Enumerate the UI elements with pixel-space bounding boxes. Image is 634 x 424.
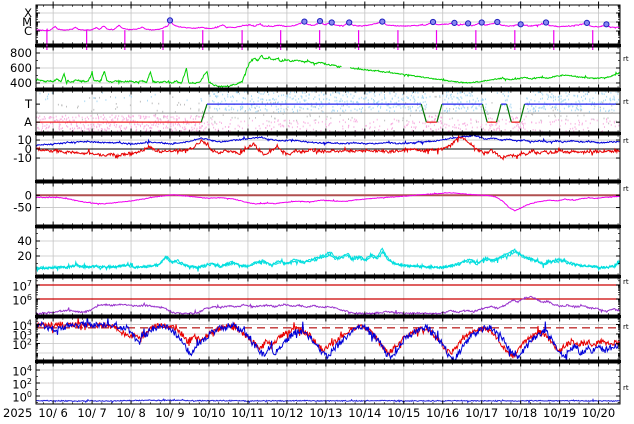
y-axis-label: 20 xyxy=(17,249,32,263)
panel-goes-xray-flux xyxy=(36,5,620,44)
data-trace xyxy=(36,191,620,212)
flare-event-marker xyxy=(494,18,501,26)
y-axis-label: 107 xyxy=(12,279,32,294)
panel-separator xyxy=(35,225,621,228)
x-axis-date-label: 10/18 xyxy=(504,406,537,420)
flare-event-marker xyxy=(328,19,335,26)
rt-annotation: rt xyxy=(623,278,629,286)
y-axis-label: M xyxy=(22,15,32,29)
panel-imf-bt-bz xyxy=(36,135,620,180)
data-trace xyxy=(36,135,620,161)
x-axis-date-label: 10/ 6 xyxy=(38,406,67,420)
x-axis-date-label: 10/19 xyxy=(543,406,576,420)
flare-event-marker xyxy=(603,21,610,28)
x-axis-date-label: 10/16 xyxy=(426,406,459,420)
panel-background-flux xyxy=(36,363,620,404)
flare-event-marker xyxy=(517,21,524,28)
panel-energetic-protons xyxy=(36,278,620,315)
flare-event-marker xyxy=(429,18,437,26)
y-axis-label: 600 xyxy=(10,61,32,75)
x-axis-date-label: 10/ 7 xyxy=(77,406,106,420)
flare-event-marker xyxy=(542,19,550,26)
flare-event-marker xyxy=(316,18,324,25)
flare-event-marker xyxy=(166,17,174,24)
x-axis-date-label: 10/14 xyxy=(348,406,381,420)
y-axis-label: C xyxy=(24,24,32,38)
y-axis-label: 10 xyxy=(17,133,32,147)
panel-separator xyxy=(35,275,621,278)
x-axis-date-label: 10/12 xyxy=(270,406,303,420)
y-axis-label: 103 xyxy=(12,328,32,343)
y-axis-label: 106 xyxy=(12,293,32,308)
y-axis-label: 400 xyxy=(10,76,32,90)
panel-separator xyxy=(35,180,621,183)
flare-event-marker xyxy=(465,20,472,27)
panel-proton-density xyxy=(36,228,620,275)
panel-energetic-electrons xyxy=(36,318,620,360)
rt-annotation: rt xyxy=(623,137,629,145)
data-trace xyxy=(36,135,620,147)
x-axis-date-label: 10/11 xyxy=(231,406,264,420)
y-axis-label: T xyxy=(24,97,33,111)
rt-annotation: rt xyxy=(623,55,629,63)
data-trace xyxy=(36,318,620,360)
y-axis-label: -10 xyxy=(13,151,32,165)
flare-event-marker xyxy=(346,19,353,26)
y-axis-label: 104 xyxy=(12,364,32,379)
data-trace xyxy=(350,66,620,84)
data-trace xyxy=(36,54,342,88)
panel-separator xyxy=(35,315,621,318)
rt-annotation: rt xyxy=(623,323,629,331)
y-axis-label: 100 xyxy=(12,390,32,405)
rt-annotation: rt xyxy=(623,185,629,193)
x-axis-date-label: 10/ 8 xyxy=(116,406,145,420)
y-axis-label: 102 xyxy=(12,338,32,353)
y-axis-label: 102 xyxy=(12,377,32,392)
x-axis-date-label: 10/ 9 xyxy=(155,406,184,420)
rt-annotation: rt xyxy=(623,98,629,106)
y-axis-label: 800 xyxy=(10,46,32,60)
panel-separator xyxy=(35,44,621,47)
flare-event-marker xyxy=(379,18,386,25)
rt-annotation: rt xyxy=(623,384,629,392)
x-axis-date-label: 10/10 xyxy=(192,406,225,420)
panel-imf-sector-toward-away xyxy=(36,91,620,132)
y-axis-label: A xyxy=(24,115,32,129)
y-axis-label: X xyxy=(24,6,32,20)
panel-dst-index xyxy=(36,183,620,225)
x-axis-date-label: 10/15 xyxy=(387,406,420,420)
y-axis-label: 40 xyxy=(17,234,32,248)
y-axis-label: 104 xyxy=(12,319,32,334)
flare-event-marker xyxy=(301,18,308,25)
panel-separator xyxy=(35,360,621,363)
data-trace xyxy=(36,295,620,315)
flare-event-marker xyxy=(478,19,485,26)
flare-event-marker xyxy=(451,19,458,26)
panel-separator xyxy=(35,132,621,135)
y-axis-label: 0 xyxy=(25,142,32,156)
x-axis-date-label: 10/17 xyxy=(465,406,498,420)
data-trace xyxy=(36,318,620,359)
data-trace xyxy=(36,398,620,404)
data-trace xyxy=(36,250,620,273)
x-axis-year-label: 2025 xyxy=(3,406,32,420)
panel-separator xyxy=(35,88,621,91)
x-axis-date-label: 10/20 xyxy=(582,406,615,420)
panel-solar-wind-speed xyxy=(36,47,620,88)
y-axis-label: 0 xyxy=(25,188,32,202)
flare-event-marker xyxy=(583,19,591,26)
y-axis-label: -50 xyxy=(13,201,32,215)
x-axis-date-label: 10/13 xyxy=(309,406,342,420)
